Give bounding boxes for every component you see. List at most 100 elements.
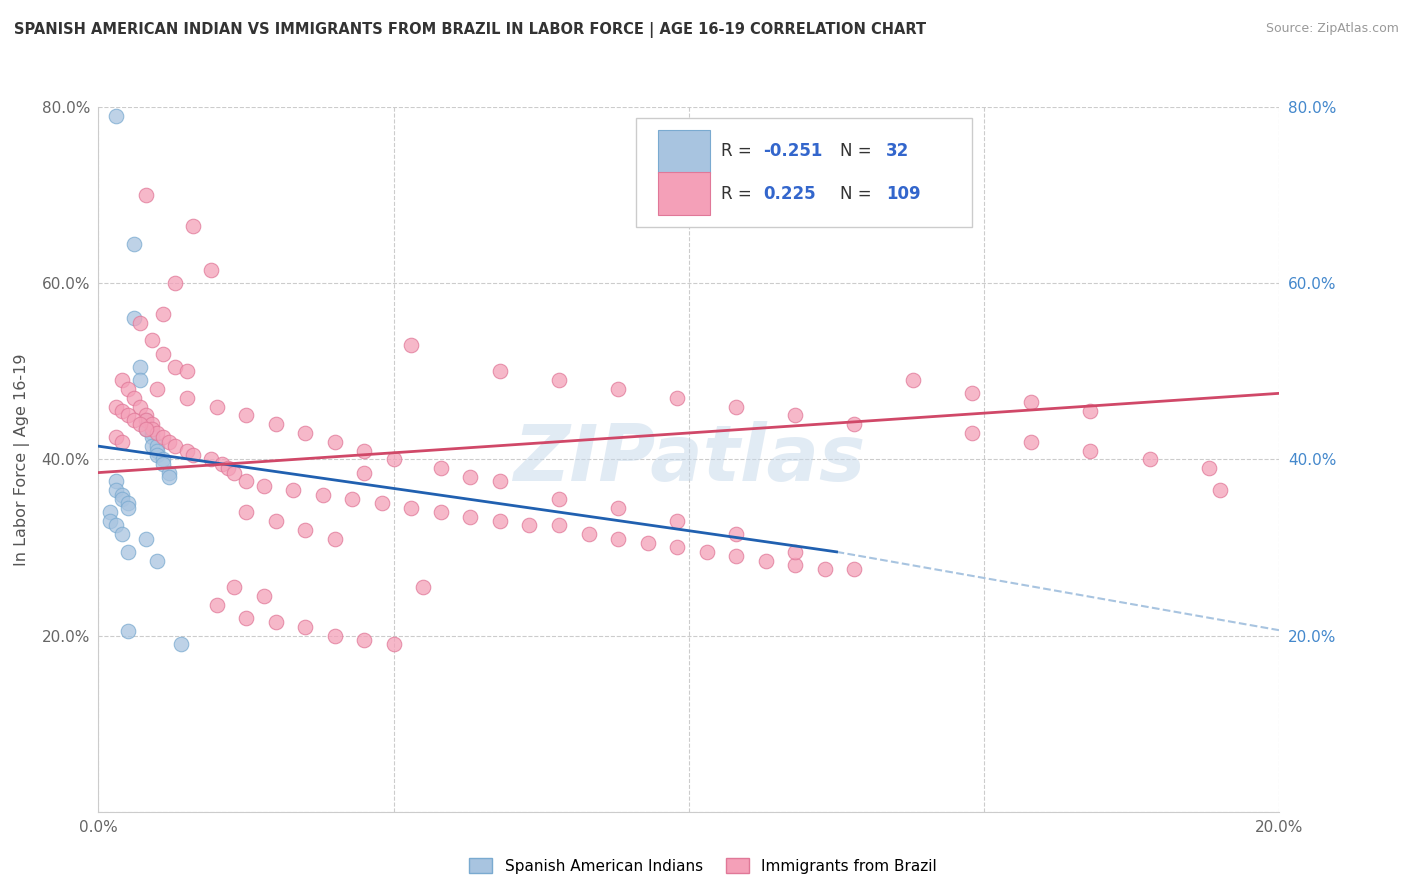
Point [146, 443, 169, 458]
Point [382, 452, 405, 467]
Point [146, 425, 169, 440]
Point [755, 554, 778, 568]
Point [157, 466, 180, 480]
Point [725, 527, 748, 541]
Point [141, 425, 163, 440]
Point [122, 236, 145, 251]
Point [111, 487, 134, 501]
Text: Source: ZipAtlas.com: Source: ZipAtlas.com [1265, 22, 1399, 36]
Point [165, 359, 187, 374]
Legend: Spanish American Indians, Immigrants from Brazil: Spanish American Indians, Immigrants fro… [464, 852, 942, 880]
Point [141, 430, 163, 444]
Point [607, 500, 630, 515]
Point [181, 448, 204, 462]
Point [696, 545, 718, 559]
Point [1021, 434, 1043, 449]
Text: -0.251: -0.251 [763, 143, 823, 161]
Point [1139, 452, 1161, 467]
Point [1021, 395, 1043, 409]
Point [200, 452, 222, 467]
Point [323, 532, 346, 546]
Point [105, 475, 128, 489]
Point [489, 514, 512, 528]
Point [122, 391, 145, 405]
Point [401, 500, 423, 515]
Point [135, 188, 157, 202]
Point [844, 562, 866, 576]
Point [111, 404, 134, 418]
Point [666, 541, 689, 555]
Point [264, 615, 287, 630]
Point [294, 425, 316, 440]
Point [146, 382, 169, 396]
Point [135, 413, 157, 427]
Point [294, 620, 316, 634]
Point [548, 373, 571, 387]
Point [224, 466, 246, 480]
Point [785, 558, 807, 573]
FancyBboxPatch shape [658, 172, 710, 215]
Point [235, 505, 257, 519]
Point [844, 417, 866, 431]
Point [117, 496, 139, 510]
Point [157, 470, 180, 484]
Point [105, 483, 128, 498]
Text: ZIPatlas: ZIPatlas [513, 421, 865, 498]
Point [342, 491, 364, 506]
Point [117, 409, 139, 423]
Point [205, 598, 228, 612]
Point [128, 359, 150, 374]
Point [176, 391, 198, 405]
Point [135, 409, 157, 423]
Point [401, 338, 423, 352]
Point [176, 443, 198, 458]
Point [105, 518, 128, 533]
FancyBboxPatch shape [636, 118, 973, 227]
Text: R =: R = [721, 185, 756, 202]
Point [157, 434, 180, 449]
Text: 109: 109 [886, 185, 921, 202]
Point [382, 637, 405, 651]
Point [105, 109, 128, 123]
Point [141, 334, 163, 348]
Point [578, 527, 600, 541]
Point [146, 439, 169, 453]
Point [814, 562, 837, 576]
Point [253, 479, 276, 493]
Point [135, 532, 157, 546]
Point [312, 487, 335, 501]
Point [152, 452, 174, 467]
Point [430, 461, 453, 475]
Point [128, 373, 150, 387]
Point [235, 475, 257, 489]
Point [98, 514, 121, 528]
Point [128, 400, 150, 414]
Point [135, 421, 157, 435]
Point [141, 417, 163, 431]
Point [666, 391, 689, 405]
Point [205, 400, 228, 414]
Point [141, 439, 163, 453]
Point [1080, 443, 1102, 458]
Point [165, 276, 187, 290]
Point [235, 409, 257, 423]
Point [135, 421, 157, 435]
Point [217, 461, 239, 475]
Point [181, 219, 204, 233]
Point [135, 413, 157, 427]
Point [785, 545, 807, 559]
Point [460, 470, 482, 484]
Point [371, 496, 394, 510]
Point [105, 400, 128, 414]
Point [224, 580, 246, 594]
Point [962, 386, 984, 401]
Point [128, 417, 150, 431]
Point [128, 316, 150, 330]
Point [111, 434, 134, 449]
Point [519, 518, 541, 533]
Point [548, 491, 571, 506]
Point [111, 373, 134, 387]
Point [666, 514, 689, 528]
Point [235, 611, 257, 625]
Point [200, 263, 222, 277]
